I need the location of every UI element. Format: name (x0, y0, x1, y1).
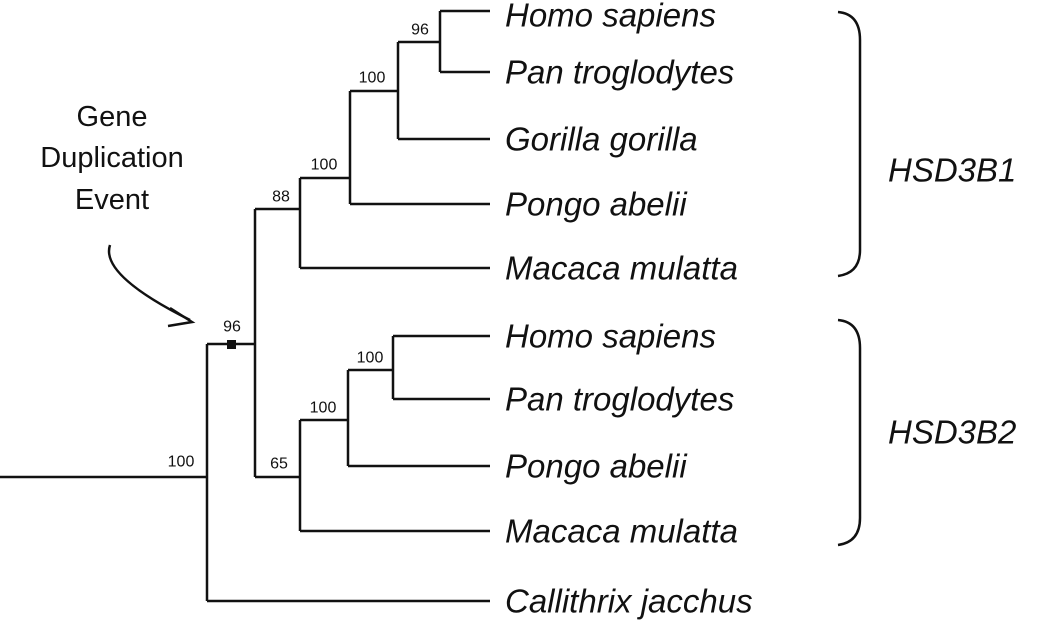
support-value: 100 (168, 454, 195, 471)
taxon-label: Callithrix jacchus (505, 583, 753, 620)
taxon-label: Pongo abelii (505, 186, 688, 223)
support-value: 65 (270, 456, 288, 473)
support-value: 96 (411, 22, 429, 39)
annotation-arrow (107, 244, 196, 328)
annotation-line: Gene (77, 101, 148, 133)
annotation-line: Duplication (40, 142, 183, 174)
taxon-label: Pongo abelii (505, 448, 688, 485)
taxon-label: Pan troglodytes (505, 54, 734, 91)
support-value: 100 (310, 400, 337, 417)
taxon-label: Homo sapiens (505, 0, 716, 34)
taxon-label: Macaca mulatta (505, 513, 738, 550)
support-value: 100 (311, 157, 338, 174)
taxon-label: Gorilla gorilla (505, 121, 698, 158)
taxon-label: Homo sapiens (505, 318, 716, 355)
taxon-label: Macaca mulatta (505, 250, 738, 287)
duplication-marker (227, 340, 236, 349)
support-value: 100 (357, 350, 384, 367)
group-label: HSD3B1 (888, 152, 1016, 189)
taxon-label: Pan troglodytes (505, 381, 734, 418)
support-value: 88 (272, 189, 290, 206)
support-value: 96 (223, 319, 241, 336)
group-label: HSD3B2 (888, 414, 1016, 451)
annotation-line: Event (75, 184, 149, 216)
tree-branches (0, 9, 490, 603)
support-value: 100 (359, 70, 386, 87)
group-brackets (837, 10, 862, 547)
